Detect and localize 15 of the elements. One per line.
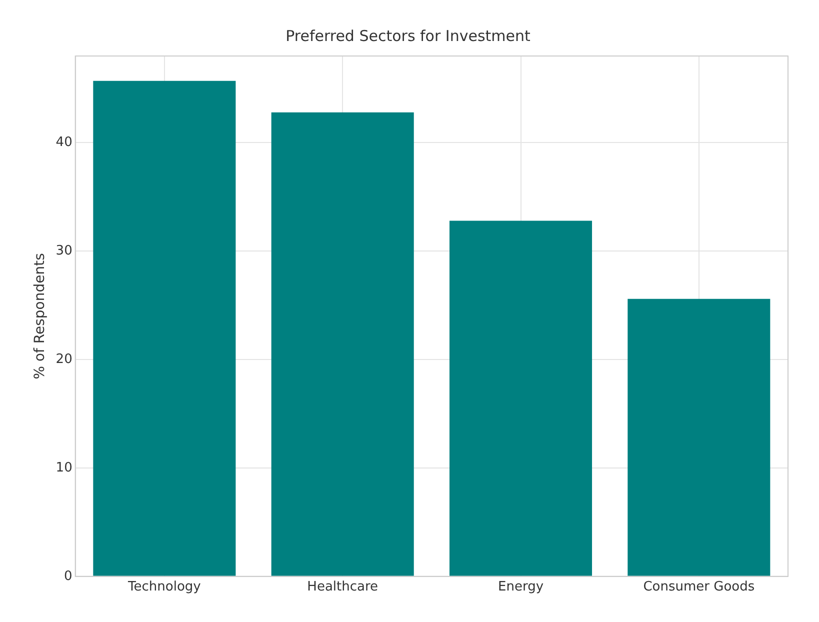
bar — [628, 298, 770, 576]
y-tick-label: 30 — [56, 244, 72, 259]
bar — [449, 220, 592, 576]
x-tick-label: Energy — [498, 580, 544, 595]
chart-title: Preferred Sectors for Investment — [286, 26, 531, 45]
x-tick-label: Technology — [127, 580, 202, 595]
y-tick-label: 20 — [56, 352, 72, 367]
x-tick-label: Healthcare — [307, 580, 378, 595]
bar — [93, 80, 236, 576]
y-tick-label: 40 — [56, 135, 72, 150]
bar — [271, 112, 414, 576]
y-axis-title: % of Respondents — [32, 253, 48, 380]
x-tick-label: Consumer Goods — [643, 580, 755, 595]
y-tick-label: 0 — [64, 568, 72, 584]
y-tick-label: 10 — [56, 460, 72, 476]
